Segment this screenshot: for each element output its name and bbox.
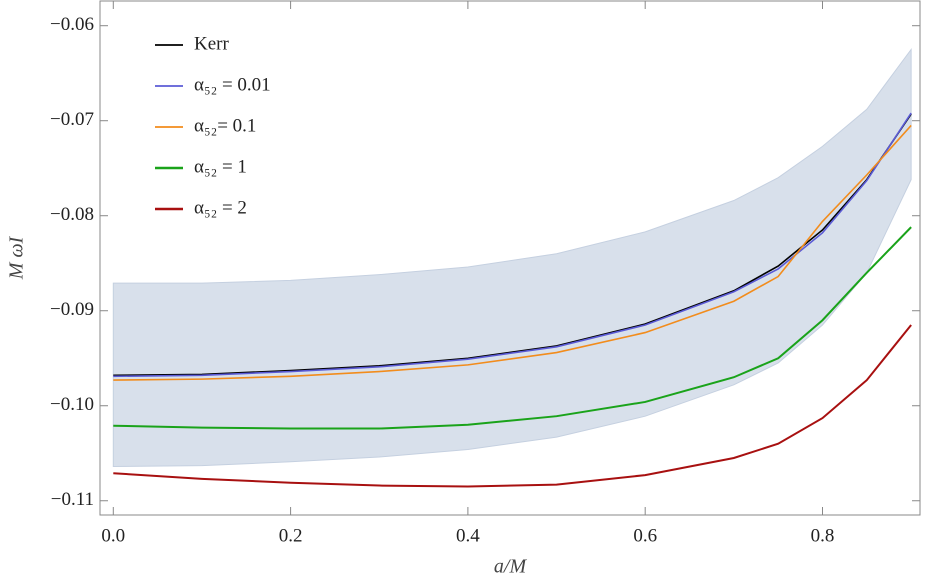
legend-label: α₅₂ = 1 [194,156,247,177]
x-tick-label: 0.2 [279,525,303,546]
plot-frame [99,0,921,516]
x-tick-label: 0.0 [101,525,125,546]
series-line [113,124,912,381]
y-tick-label: −0.08 [50,204,94,225]
x-tick-label: 0.8 [811,525,835,546]
series-line [113,226,912,430]
uncertainty-band [112,47,912,468]
series-line [113,324,912,488]
series-line [113,112,912,378]
y-axis-title: M ωI [6,235,28,280]
x-tick-label: 0.4 [456,525,480,546]
y-tick-label: −0.10 [50,394,94,415]
x-tick-label: 0.6 [633,525,657,546]
legend-label: α₅₂= 0.1 [194,115,256,136]
legend-label: Kerr [194,33,229,54]
y-tick-label: −0.07 [50,109,94,130]
legend-label: α₅₂ = 0.01 [194,74,271,95]
x-axis-title: a/M [494,556,528,578]
legend-label: α₅₂ = 2 [194,197,247,218]
y-tick-label: −0.11 [51,489,94,510]
y-tick-label: −0.06 [50,14,94,35]
series-line [113,113,912,377]
y-tick-label: −0.09 [50,299,94,320]
